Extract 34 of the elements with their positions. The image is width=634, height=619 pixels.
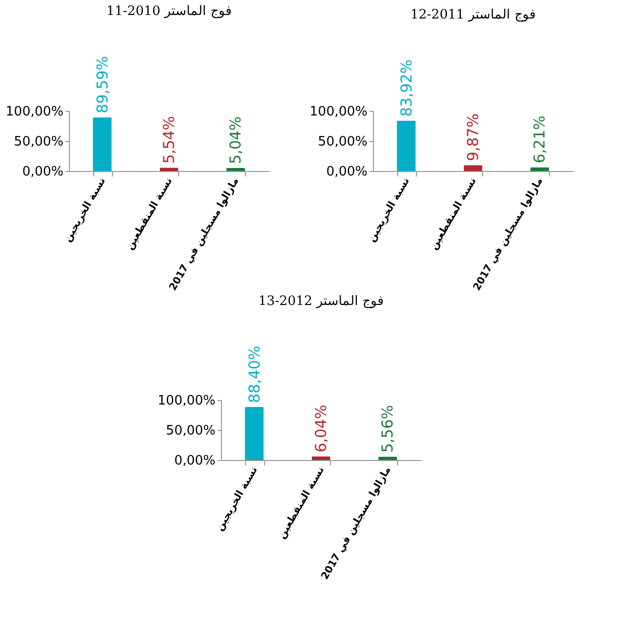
y-tick-label: 0,00% (326, 164, 368, 180)
data-label: 5,54% (160, 116, 178, 164)
chart-title: فوج الماستر 2010-11 (106, 4, 232, 20)
chart-title: فوج الماستر 2011-12 (410, 7, 536, 22)
y-tick-label: 50,00% (166, 424, 216, 438)
bar (312, 456, 330, 460)
y-tick-label: 0,00% (174, 454, 216, 468)
x-tick-label: نسبة الخريجين (366, 176, 412, 244)
y-tick-label: 100,00% (6, 104, 64, 120)
x-tick-label: نسبة الخريجين (214, 465, 260, 534)
y-tick-label: 100,00% (158, 394, 216, 408)
data-label: 89,59% (93, 56, 112, 114)
y-tick-label: 50,00% (14, 134, 64, 150)
data-label: 83,92% (397, 59, 416, 117)
bar (397, 120, 416, 171)
bar (245, 406, 264, 460)
data-label: 5,04% (226, 116, 245, 164)
y-tick-label: 50,00% (318, 134, 368, 150)
data-label: 5,56% (378, 405, 397, 453)
y-tick-label: 100,00% (310, 104, 368, 120)
data-label: 9,87% (464, 113, 482, 162)
x-tick-label: نسبة المنقطعين (428, 176, 479, 252)
data-label: 6,21% (530, 116, 549, 164)
bar (226, 168, 245, 171)
data-label: 88,40% (245, 346, 264, 403)
bar (530, 167, 549, 171)
bar (93, 117, 112, 171)
y-tick-label: 0,00% (22, 164, 64, 180)
bar (464, 165, 482, 171)
x-tick-label: نسبة المنقطعين (276, 465, 327, 541)
chart-title: فوج الماستر 2012-13 (258, 294, 384, 309)
x-tick-label: نسبة المنقطعين (124, 176, 175, 252)
x-tick-label: نسبة الخريجين (62, 176, 108, 244)
data-label: 6,04% (312, 404, 330, 452)
